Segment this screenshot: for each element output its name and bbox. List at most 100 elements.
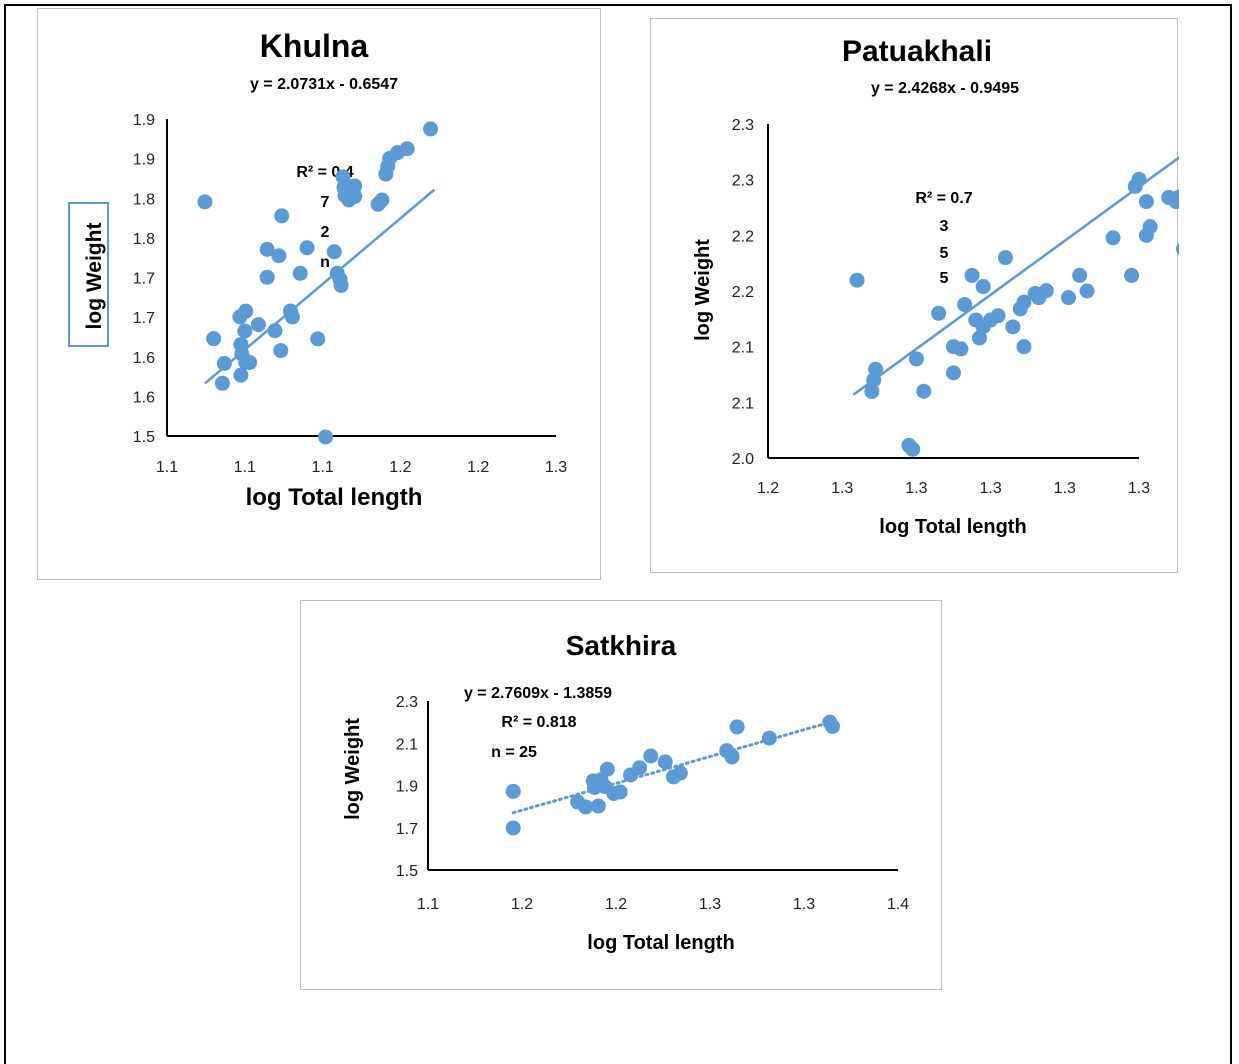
y-tick-label: 1.8 [133, 191, 155, 208]
data-point [590, 798, 606, 814]
x-tick-label: 1.3 [699, 896, 721, 913]
outer-frame [4, 4, 1232, 1064]
data-point [259, 241, 275, 257]
data-point [957, 297, 973, 313]
data-point [326, 244, 342, 260]
x-tick-label: 1.3 [831, 480, 853, 497]
data-point [347, 178, 363, 194]
data-point [250, 317, 266, 333]
data-point [761, 730, 777, 746]
data-point [505, 820, 521, 836]
data-point [729, 719, 745, 735]
data-point [1105, 230, 1121, 246]
data-point [399, 141, 415, 157]
data-point [1138, 194, 1154, 210]
x-tick-label: 1.3 [979, 480, 1001, 497]
y-tick-label: 1.5 [396, 863, 418, 880]
r2-label-line-2: n = 25 [491, 744, 537, 761]
y-tick-label: 1.9 [133, 112, 155, 129]
y-tick-label: 2.0 [732, 451, 754, 468]
x-tick-label: 1.1 [234, 459, 256, 476]
data-point [632, 760, 648, 776]
x-axis-label: log Total length [587, 932, 734, 954]
r2-label-line-4: 5 [940, 270, 949, 287]
data-point [1170, 189, 1179, 205]
y-axis-label: log Weight [692, 239, 714, 341]
y-tick-label: 1.7 [133, 310, 155, 327]
data-point [284, 309, 300, 325]
data-point [672, 765, 688, 781]
trendline [511, 720, 834, 815]
chart-title: Satkhira [566, 630, 677, 661]
data-point [599, 761, 615, 777]
data-point [849, 272, 865, 288]
chart-satkhira: Satkhira y = 2.7609x - 1.3859 R² = 0.818… [342, 630, 909, 954]
y-tick-label: 1.9 [396, 779, 418, 796]
y-tick-label: 2.3 [732, 117, 754, 134]
data-point [237, 323, 253, 339]
y-tick-label: 1.6 [133, 350, 155, 367]
data-point [946, 365, 961, 381]
y-axis-label: log Weight [342, 718, 364, 820]
data-point [299, 240, 315, 256]
x-tick-label: 1.2 [605, 896, 627, 913]
data-point [233, 336, 249, 352]
x-tick-label: 1.3 [1128, 480, 1150, 497]
data-point [953, 341, 969, 357]
x-tick-label: 1.2 [389, 459, 411, 476]
data-point [206, 331, 222, 347]
data-point [273, 343, 289, 359]
y-tick-label: 2.1 [396, 736, 418, 753]
chart-panel-patuakhali: Patuakhali y = 2.4268x - 0.9495 R² = 0.7… [650, 18, 1179, 573]
y-tick-label: 2.3 [396, 694, 418, 711]
data-point [1079, 283, 1095, 299]
data-point [916, 383, 932, 399]
x-tick-label: 1.2 [467, 459, 489, 476]
data-point [864, 384, 880, 400]
data-point [1072, 267, 1088, 283]
x-tick-label: 1.4 [887, 896, 909, 913]
y-tick-label: 1.6 [133, 389, 155, 406]
data-point [1142, 219, 1158, 235]
y-tick-label: 1.9 [133, 152, 155, 169]
data-point [975, 279, 991, 295]
data-point [868, 361, 884, 377]
data-point [214, 375, 230, 391]
trendline [204, 188, 436, 385]
data-point [274, 208, 290, 224]
y-tick-label: 2.1 [732, 395, 754, 412]
data-point [990, 308, 1006, 324]
data-point [374, 192, 390, 208]
data-point [997, 250, 1013, 266]
r2-label-line-3: 5 [940, 245, 949, 262]
chart-title: Khulna [260, 28, 369, 64]
chart-panel-satkhira: Satkhira y = 2.7609x - 1.3859 R² = 0.818… [300, 600, 942, 990]
data-point [964, 267, 980, 283]
data-point [1005, 319, 1021, 335]
y-tick-label: 2.3 [732, 173, 754, 190]
x-axis-label: log Total length [246, 484, 423, 511]
y-tick-label: 2.1 [732, 340, 754, 357]
data-point [197, 194, 213, 210]
trendline-equation: y = 2.4268x - 0.9495 [871, 80, 1019, 97]
y-axis-label: log Weight [83, 223, 106, 330]
data-point [1176, 242, 1179, 255]
trendline [852, 156, 1179, 396]
x-axis-label: log Total length [879, 516, 1026, 538]
r2-label-line-4: n [320, 254, 330, 271]
y-axis-label-highlight-box [68, 202, 109, 347]
data-point [643, 748, 659, 764]
trendline-equation: y = 2.7609x - 1.3859 [464, 685, 612, 702]
data-point [259, 269, 275, 285]
data-point [271, 248, 287, 264]
x-tick-label: 1.1 [156, 459, 178, 476]
data-point [242, 354, 258, 370]
r2-label-line-1: R² = 0.818 [501, 714, 576, 731]
data-point [825, 718, 841, 734]
data-point [905, 441, 921, 457]
x-tick-label: 1.2 [511, 896, 533, 913]
data-point [505, 783, 521, 799]
data-point [318, 429, 334, 445]
data-point [238, 303, 254, 319]
x-tick-label: 1.3 [545, 459, 567, 476]
